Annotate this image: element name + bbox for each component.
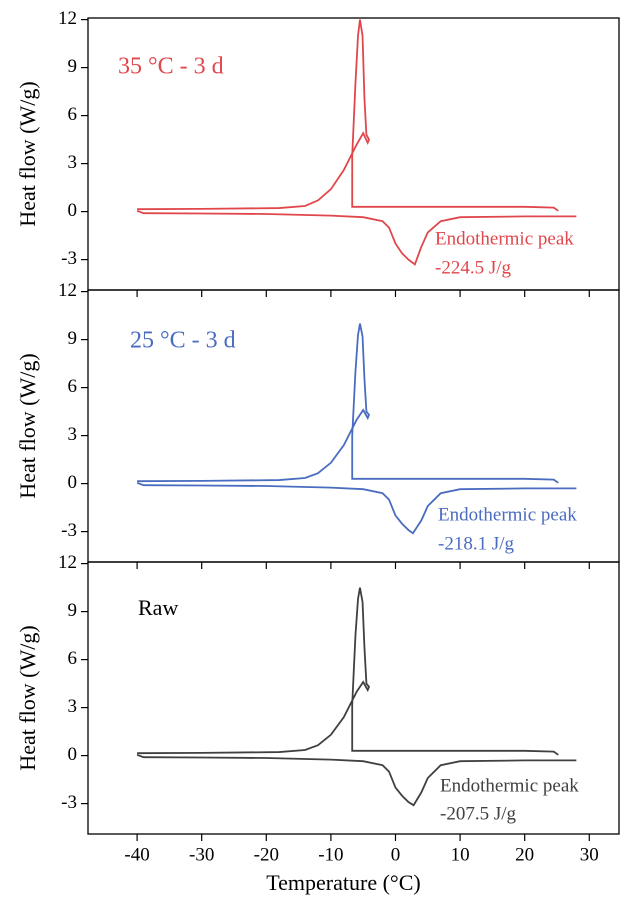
y-tick-label: 9 xyxy=(68,56,78,77)
curve xyxy=(137,587,559,756)
y-tick-label: -3 xyxy=(61,520,77,541)
y-tick-label: 6 xyxy=(68,376,78,397)
annotation: Endothermic peak xyxy=(440,775,579,796)
y-tick-label: 9 xyxy=(68,600,78,621)
y-tick-label: 0 xyxy=(68,200,78,221)
annotation: Endothermic peak xyxy=(438,504,577,525)
annotation: -218.1 J/g xyxy=(438,533,515,554)
x-tick-label: -40 xyxy=(124,844,149,865)
y-tick-label: 0 xyxy=(68,744,78,765)
x-axis-label: Temperature (°C) xyxy=(266,870,420,895)
annotation: Endothermic peak xyxy=(435,228,574,249)
y-tick-label: 3 xyxy=(68,152,78,173)
y-tick-label: 9 xyxy=(68,328,78,349)
y-tick-label: 0 xyxy=(68,472,78,493)
y-tick-label: 12 xyxy=(58,552,77,573)
y-axis-label: Heat flow (W/g) xyxy=(15,81,40,226)
annotation: Raw xyxy=(138,595,178,620)
y-tick-label: -3 xyxy=(61,792,77,813)
curve xyxy=(137,323,559,484)
y-axis-label: Heat flow (W/g) xyxy=(15,625,40,770)
curve xyxy=(136,753,577,807)
curve xyxy=(136,481,577,535)
x-tick-label: -10 xyxy=(318,844,343,865)
plot-frame xyxy=(87,561,620,835)
x-tick-label: -20 xyxy=(254,844,279,865)
x-tick-label: -30 xyxy=(189,844,214,865)
y-tick-label: 3 xyxy=(68,424,78,445)
annotation: -207.5 J/g xyxy=(440,803,517,824)
y-tick-label: 6 xyxy=(68,648,78,669)
curve xyxy=(137,19,559,212)
y-tick-label: -3 xyxy=(61,248,77,269)
y-tick-label: 3 xyxy=(68,696,78,717)
y-tick-label: 12 xyxy=(58,280,77,301)
annotation: 25 °C - 3 d xyxy=(130,328,236,354)
curve xyxy=(136,209,577,266)
x-tick-label: 10 xyxy=(451,844,470,865)
y-tick-label: 6 xyxy=(68,104,78,125)
x-tick-label: 0 xyxy=(391,844,401,865)
x-tick-label: 20 xyxy=(515,844,534,865)
x-tick-label: 30 xyxy=(580,844,599,865)
y-axis-label: Heat flow (W/g) xyxy=(15,353,40,498)
annotation: -224.5 J/g xyxy=(435,257,512,278)
y-tick-label: 12 xyxy=(58,8,77,29)
annotation: 35 °C - 3 d xyxy=(118,54,224,80)
